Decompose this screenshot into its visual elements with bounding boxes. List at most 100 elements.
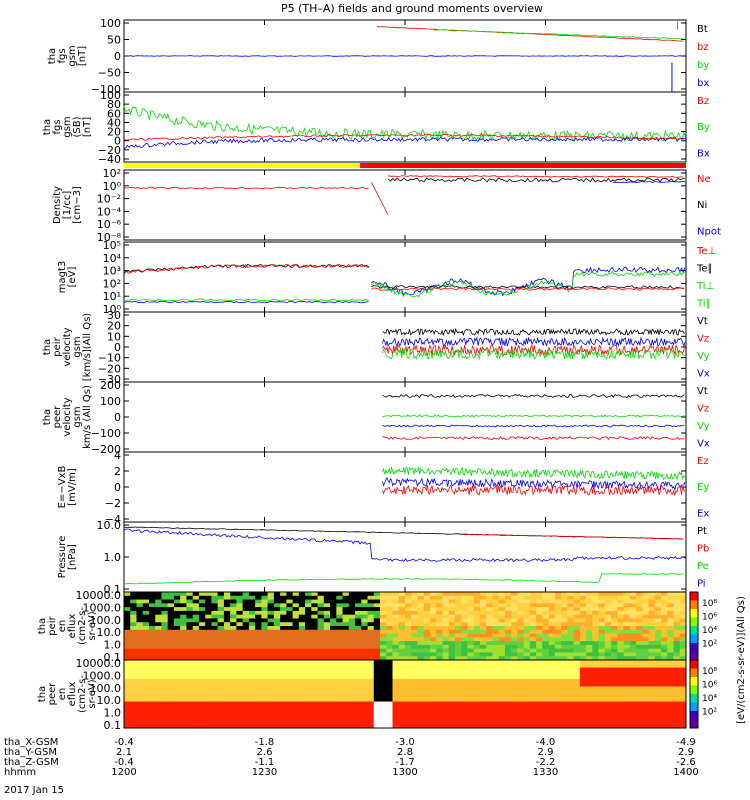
spectro-cell	[673, 622, 681, 627]
spectro-cell	[355, 607, 362, 612]
spectro-cell	[542, 660, 550, 665]
spectro-cell	[654, 705, 662, 710]
spectro-cell	[392, 701, 400, 706]
spectro-cell	[173, 678, 181, 684]
spectro-cell	[348, 716, 356, 721]
spectro-cell	[198, 712, 206, 718]
spectro-cell	[617, 709, 624, 714]
spectro-cell	[423, 667, 431, 672]
spectro-cell	[380, 705, 387, 710]
spectro-cell	[286, 618, 293, 623]
spectro-cell	[479, 678, 487, 684]
spectro-cell	[423, 716, 431, 721]
spectro-cell	[411, 656, 418, 661]
spectro-cell	[180, 626, 187, 631]
spectro-cell	[648, 592, 656, 597]
colorbar-band	[690, 626, 698, 635]
spectro-cell	[255, 724, 262, 729]
spectro-cell	[205, 618, 212, 623]
spectro-cell	[261, 716, 269, 721]
spectro-cell	[286, 603, 293, 608]
spectro-cell	[623, 648, 631, 653]
spectro-cell	[598, 667, 606, 672]
spectro-cell	[523, 622, 531, 627]
spectro-cell	[586, 678, 593, 684]
spectro-cell	[305, 618, 312, 623]
spectro-cell	[417, 603, 425, 608]
y-tick-label: 10²	[103, 277, 121, 290]
spectro-cell	[405, 716, 412, 721]
y-tick-label: 200	[100, 379, 121, 392]
spectro-cell	[486, 644, 493, 650]
spectro-cell	[579, 705, 587, 710]
spectro-cell	[367, 614, 375, 619]
spectro-cell	[536, 701, 543, 706]
spectro-cell	[548, 716, 556, 721]
spectro-cell	[604, 656, 612, 661]
spectro-cell	[230, 694, 237, 699]
spectro-cell	[561, 656, 568, 661]
spectro-cell	[398, 690, 406, 695]
spectro-cell	[554, 690, 562, 695]
spectro-cell	[504, 595, 512, 600]
spectro-cell	[629, 603, 637, 608]
spectro-cell	[317, 701, 325, 706]
spectro-cell	[554, 614, 562, 619]
spectro-cell	[629, 667, 637, 672]
spectro-cell	[492, 720, 500, 725]
spectro-cell	[598, 626, 606, 631]
spectro-cell	[523, 701, 531, 706]
spectro-cell	[498, 682, 506, 687]
spectro-cell	[636, 701, 643, 706]
spectro-cell	[136, 712, 144, 718]
spectro-cell	[536, 614, 543, 619]
spectro-cell	[130, 663, 137, 668]
spectro-cell	[380, 656, 387, 661]
spectro-cell	[517, 709, 525, 714]
spectro-cell	[280, 656, 287, 661]
spectro-cell	[461, 603, 468, 608]
spectro-cell	[142, 599, 150, 604]
spectro-cell	[298, 626, 306, 631]
spectro-cell	[498, 648, 506, 653]
spectro-cell	[242, 652, 250, 657]
series-Te2	[371, 287, 684, 291]
spectro-cell	[392, 633, 400, 638]
spectro-cell	[554, 678, 562, 684]
spectro-cell	[136, 641, 144, 646]
spectro-cell	[573, 712, 581, 718]
spectro-cell	[223, 599, 231, 604]
spectro-cell	[186, 656, 194, 661]
spectro-cell	[161, 622, 169, 627]
spectro-cell	[479, 633, 487, 638]
spectro-cell	[323, 592, 331, 597]
spectro-cell	[130, 607, 137, 612]
spectro-cell	[579, 724, 587, 729]
spectro-cell	[554, 701, 562, 706]
spectro-cell	[380, 720, 387, 725]
spectro-cell	[448, 682, 456, 687]
y-axis-label: sr-eV)	[87, 611, 98, 640]
spectro-cell	[242, 633, 250, 638]
legend-vx: Vx	[697, 368, 710, 379]
spectro-cell	[255, 705, 262, 710]
spectro-cell	[417, 690, 425, 695]
spectro-cell	[586, 682, 593, 687]
spectro-cell	[167, 656, 175, 661]
spectro-cell	[355, 603, 362, 608]
spectro-cell	[180, 610, 187, 616]
spectro-cell	[342, 690, 350, 695]
spectro-cell	[205, 626, 212, 631]
spectro-cell	[636, 694, 643, 699]
spectro-cell	[442, 709, 450, 714]
spectro-cell	[223, 671, 231, 676]
spectro-cell	[292, 709, 300, 714]
spectro-cell	[298, 720, 306, 725]
spectro-cell	[261, 626, 269, 631]
spectro-cell	[479, 599, 487, 604]
spectro-cell	[598, 682, 606, 687]
spectro-cell	[648, 660, 656, 665]
spectro-cell	[473, 678, 481, 684]
spectro-cell	[173, 656, 181, 661]
spectro-cell	[180, 682, 187, 687]
